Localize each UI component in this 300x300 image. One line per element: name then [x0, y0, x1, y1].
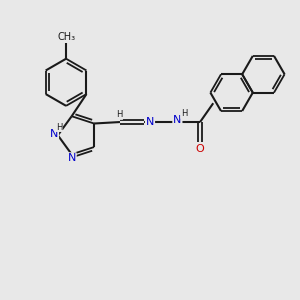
Text: N: N [146, 117, 154, 127]
Text: H: H [116, 110, 123, 119]
Text: CH₃: CH₃ [57, 32, 75, 42]
Text: O: O [196, 143, 204, 154]
Text: N: N [173, 115, 182, 125]
Text: N: N [50, 129, 58, 139]
Text: H: H [56, 122, 62, 131]
Text: H: H [181, 109, 187, 118]
Text: N: N [68, 153, 76, 163]
